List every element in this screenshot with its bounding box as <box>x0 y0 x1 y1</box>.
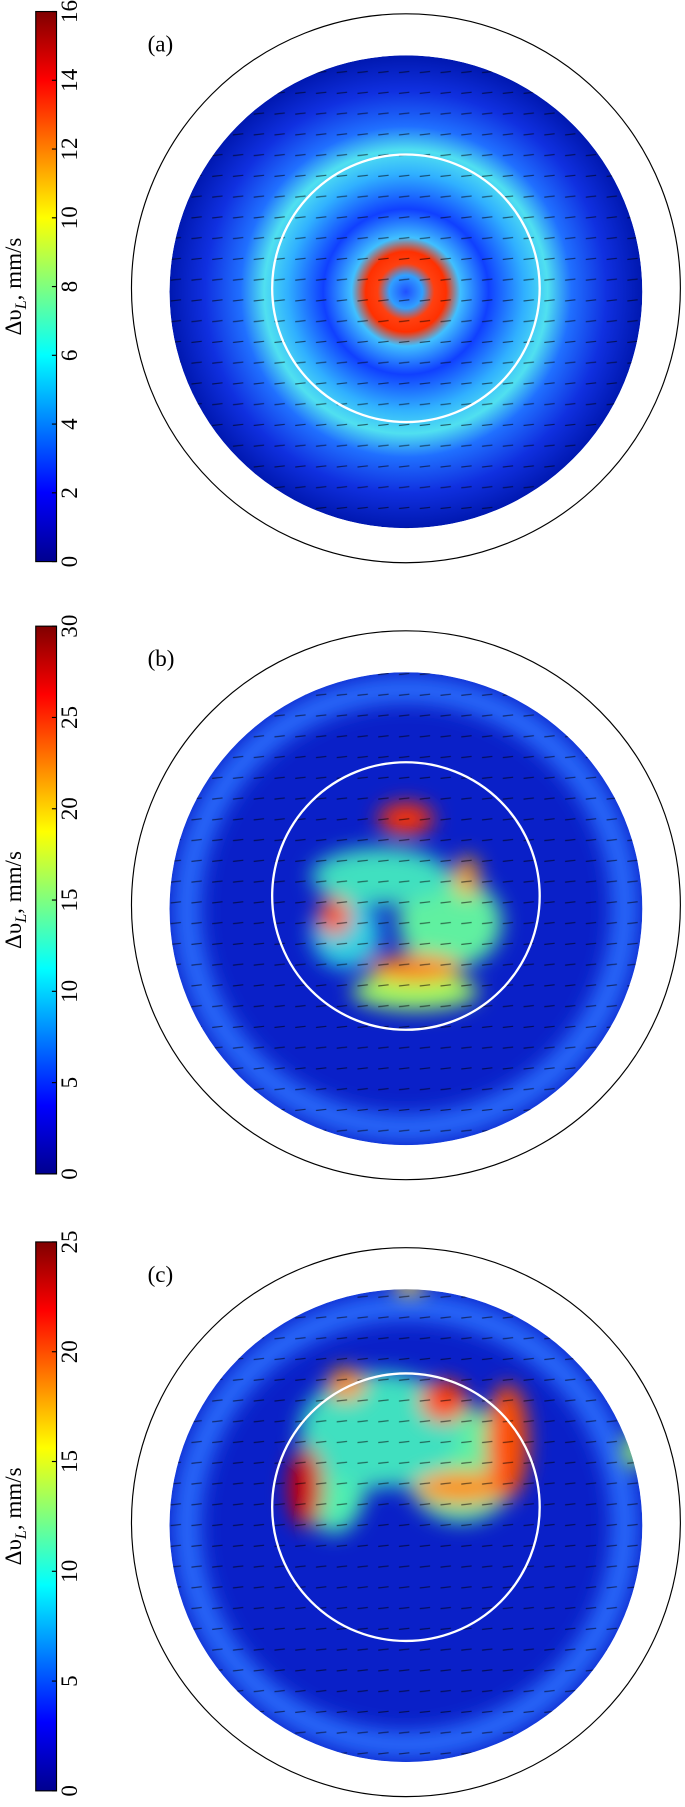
colorbar-label: ΔυL, mm/s <box>0 238 29 336</box>
colorbar-tick-label: 20 <box>56 797 82 820</box>
label-unit: , mm/s <box>0 1467 26 1530</box>
colorbar-tick-label: 5 <box>56 1675 82 1687</box>
arrow-texture <box>169 1289 643 1763</box>
colorbar-tick-label: 5 <box>56 1077 82 1089</box>
label-unit: , mm/s <box>0 851 26 914</box>
label-subscript: L <box>13 1530 30 1540</box>
colorbar-tick-label: 8 <box>56 281 82 293</box>
colorbar <box>35 1241 58 1792</box>
velocity-field <box>169 672 643 1146</box>
panel-label: (a) <box>148 30 174 56</box>
label-unit: , mm/s <box>0 238 26 301</box>
reference-circle <box>271 153 541 424</box>
colorbar-tick-label: 0 <box>56 1168 82 1180</box>
colorbar-tick-label: 25 <box>56 706 82 729</box>
colorbar-tick-label: 0 <box>56 556 82 568</box>
colorbar-tick-label: 10 <box>56 206 82 229</box>
panel-label: (c) <box>148 1261 174 1287</box>
label-symbol: Δυ <box>0 1539 26 1565</box>
colorbar-tick-label: 20 <box>56 1340 82 1363</box>
vessel-outline <box>130 13 681 564</box>
colorbar-label: ΔυL, mm/s <box>0 851 29 949</box>
colorbar-tick-label: 25 <box>56 1230 82 1253</box>
colorbar-tick-label: 4 <box>56 418 82 430</box>
panel-label: (b) <box>148 645 175 671</box>
label-subscript: L <box>13 914 30 924</box>
colorbar-tick-label: 15 <box>56 889 82 912</box>
panel: 0 2 4 6 8 10 12 14 16 ΔυL, mm/s (a) <box>0 0 681 568</box>
label-symbol: Δυ <box>0 309 26 335</box>
velocity-field <box>169 55 643 529</box>
colorbar-tick-label: 16 <box>56 0 82 23</box>
label-symbol: Δυ <box>0 923 26 949</box>
vessel-outline <box>130 1247 681 1798</box>
colorbar-tick-label: 0 <box>56 1785 82 1797</box>
reference-circle <box>271 761 541 1031</box>
arrow-texture <box>169 55 643 529</box>
panel: 0 5 10 15 20 25 30 ΔυL, mm/s (b) <box>0 615 681 1181</box>
colorbar-tick-label: 10 <box>56 1560 82 1583</box>
arrow-texture <box>169 672 643 1146</box>
velocity-field <box>169 1289 643 1763</box>
reference-circle <box>271 1372 541 1643</box>
vessel-outline <box>130 630 681 1181</box>
colorbar-tick-label: 2 <box>56 487 82 499</box>
colorbar-label: ΔυL, mm/s <box>0 1467 29 1565</box>
colorbar-tick-label: 30 <box>56 615 82 638</box>
label-subscript: L <box>13 300 30 310</box>
colorbar-tick-label: 14 <box>56 68 82 92</box>
colorbar-tick-label: 10 <box>56 980 82 1003</box>
colorbar-tick-label: 15 <box>56 1450 82 1473</box>
colorbar-tick-label: 6 <box>56 350 82 362</box>
colorbar-tick-label: 12 <box>56 138 82 161</box>
panel: 0 5 10 15 20 25 ΔυL, mm/s (c) <box>0 1230 681 1798</box>
